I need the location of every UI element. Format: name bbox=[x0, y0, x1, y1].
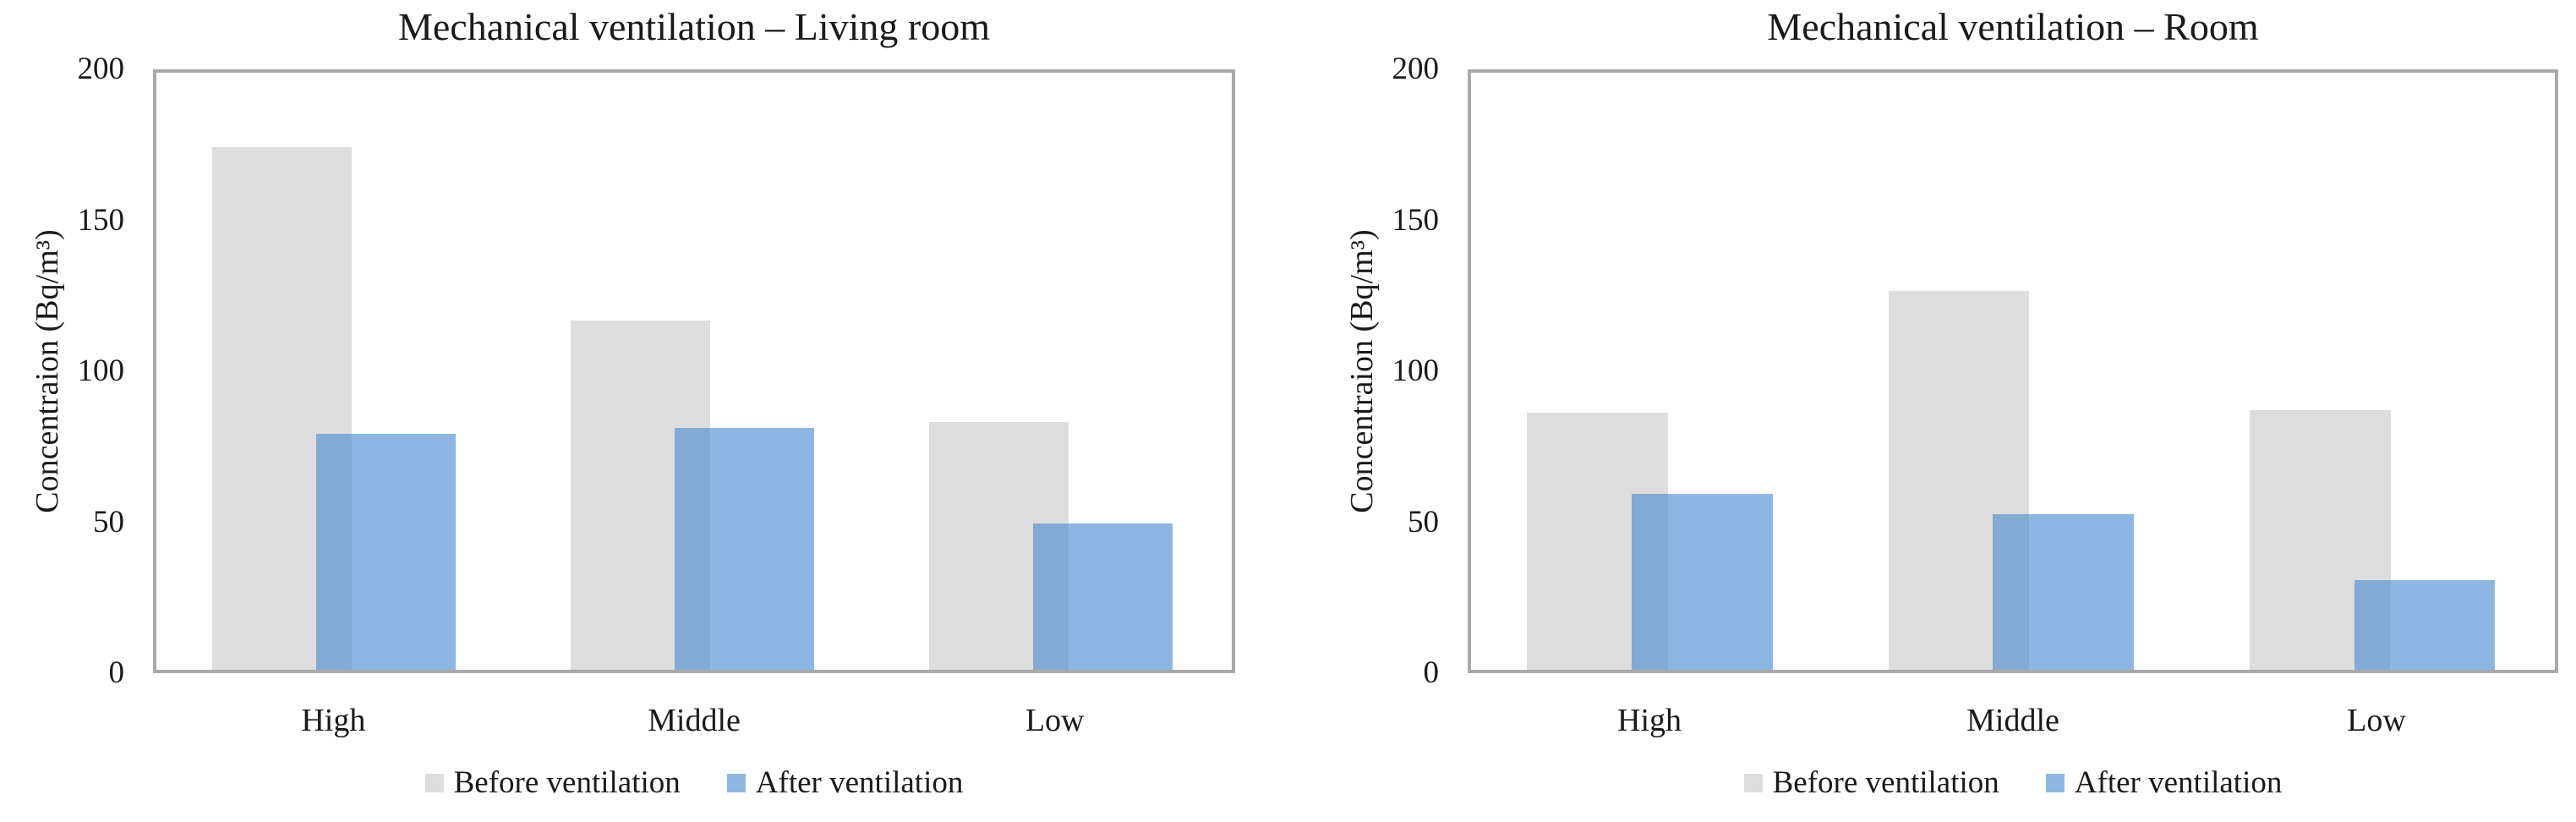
chart-title: Mechanical ventilation – Living room bbox=[397, 5, 991, 48]
bar-after-ventilation-high bbox=[315, 434, 457, 670]
legend-item-after-ventilation: After ventilation bbox=[726, 765, 964, 800]
bar-after-ventilation-middle bbox=[674, 428, 815, 670]
y-tick-label: 150 bbox=[77, 202, 125, 238]
x-category-label-low: Low bbox=[2347, 703, 2406, 738]
legend-item-before-ventilation: Before ventilation bbox=[1743, 765, 1999, 800]
x-category-label-low: Low bbox=[1025, 703, 1085, 738]
y-tick-label: 50 bbox=[93, 504, 124, 540]
legend-swatch-after-ventilation bbox=[726, 774, 746, 792]
plot-area bbox=[1468, 69, 2558, 673]
y-tick-label: 0 bbox=[108, 655, 125, 690]
x-category-label-high: High bbox=[1617, 703, 1682, 738]
legend-label: After ventilation bbox=[755, 765, 964, 800]
y-tick-label: 50 bbox=[1408, 504, 1439, 540]
legend-swatch-before-ventilation bbox=[424, 774, 444, 792]
y-tick-label: 0 bbox=[1423, 655, 1440, 690]
legend-label: After ventilation bbox=[2074, 765, 2283, 800]
x-category-label-high: High bbox=[301, 703, 366, 738]
y-tick-label: 150 bbox=[1392, 202, 1440, 238]
bar-after-ventilation-high bbox=[1632, 493, 1773, 671]
y-tick-label: 200 bbox=[1392, 52, 1440, 86]
plot-area bbox=[153, 69, 1235, 673]
chart-mechanical-ventilation-living-room: Mechanical ventilation – Living room Con… bbox=[30, 5, 1235, 800]
legend-swatch-after-ventilation bbox=[2045, 774, 2065, 792]
chart-mechanical-ventilation-room: Mechanical ventilation – Room Concentrai… bbox=[1288, 0, 2576, 822]
bar-after-ventilation-low bbox=[2354, 580, 2496, 670]
legend-swatch-before-ventilation bbox=[1743, 774, 1763, 792]
y-tick-label: 100 bbox=[77, 353, 125, 388]
x-category-label-middle: Middle bbox=[1966, 703, 2059, 738]
y-tick-label: 200 bbox=[77, 52, 125, 86]
x-category-label-middle: Middle bbox=[648, 703, 741, 738]
y-tick-label: 100 bbox=[1392, 353, 1440, 388]
legend: Before ventilation After ventilation bbox=[1468, 766, 2558, 800]
chart-title: Mechanical ventilation – Room bbox=[1767, 5, 2259, 48]
legend-item-after-ventilation: After ventilation bbox=[2045, 765, 2283, 800]
legend-item-before-ventilation: Before ventilation bbox=[424, 765, 681, 800]
legend-label: Before ventilation bbox=[453, 765, 681, 800]
bar-after-ventilation-low bbox=[1032, 523, 1173, 670]
legend-label: Before ventilation bbox=[1772, 765, 1999, 800]
legend: Before ventilation After ventilation bbox=[153, 766, 1235, 800]
bar-after-ventilation-middle bbox=[1993, 514, 2135, 670]
